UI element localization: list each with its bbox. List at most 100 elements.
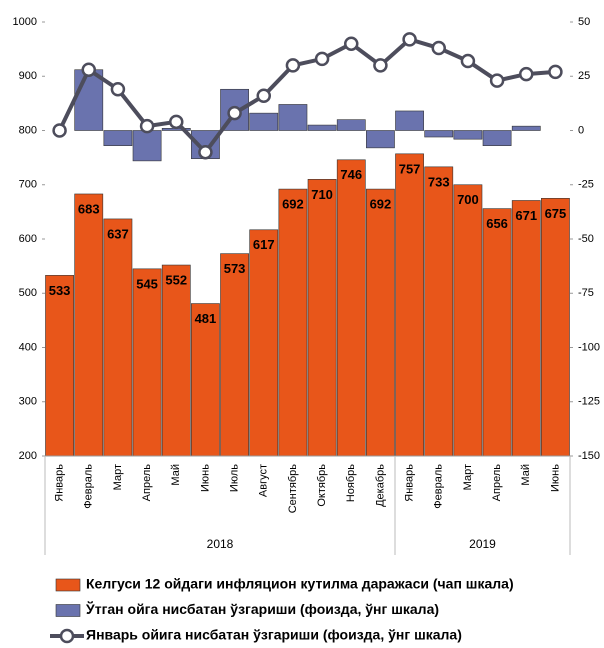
bar — [307, 179, 337, 457]
bar — [74, 69, 104, 131]
value-label: 671 — [515, 208, 537, 223]
y2-tick-label: 25 — [578, 70, 590, 82]
x-tick-label: Январь — [403, 464, 415, 502]
marker — [431, 40, 446, 56]
legend-label: Январь ойига нисбатан ўзгариши (фоизда, … — [86, 627, 462, 643]
bar — [278, 104, 308, 131]
marker — [110, 82, 126, 97]
y-tick-label: 400 — [19, 341, 37, 353]
marker — [548, 64, 563, 80]
bar — [453, 184, 483, 457]
y2-tick-label: -125 — [578, 396, 600, 408]
y-tick-label: 900 — [19, 70, 37, 82]
value-label: 692 — [370, 197, 392, 212]
y2-tick-label: -25 — [578, 179, 594, 191]
bar — [482, 130, 512, 146]
y2-tick-label: -50 — [578, 233, 594, 245]
x-tick-label: Август — [258, 464, 270, 497]
bar — [366, 130, 395, 149]
bar — [366, 188, 395, 457]
marker — [139, 118, 155, 134]
marker — [373, 58, 388, 73]
x-tick-label: Июль — [228, 464, 240, 492]
marker — [285, 58, 301, 73]
group-label: 2018 — [207, 537, 234, 551]
value-label: 545 — [136, 276, 158, 291]
bar — [74, 193, 104, 457]
bar — [249, 112, 279, 131]
value-label: 692 — [282, 197, 304, 212]
y-tick-label: 600 — [19, 233, 37, 245]
legend-label: Ўтган ойга нисбатан ўзгариши (фоизда, ўн… — [85, 600, 439, 617]
y-tick-label: 200 — [19, 450, 37, 462]
x-tick-label: Февраль — [433, 464, 445, 509]
value-label: 746 — [340, 167, 362, 182]
y2-tick-label: -75 — [578, 287, 594, 299]
marker — [314, 51, 330, 67]
marker — [169, 114, 184, 130]
group-label: 2019 — [469, 537, 496, 551]
bar — [424, 130, 454, 138]
x-tick-label: Март — [462, 464, 474, 490]
legend-swatch — [55, 604, 81, 617]
bar — [191, 303, 220, 457]
bar — [395, 110, 424, 131]
value-label: 552 — [165, 272, 187, 287]
value-label: 700 — [457, 192, 479, 207]
bar — [541, 198, 570, 457]
y2-tick-label: 50 — [578, 16, 590, 28]
x-tick-label: Октябрь — [316, 464, 328, 507]
value-label: 533 — [49, 283, 71, 298]
bar — [511, 200, 541, 457]
x-tick-label: Сентябрь — [287, 464, 299, 514]
marker — [344, 36, 359, 51]
x-tick-label: Июнь — [199, 464, 211, 492]
x-tick-label: Март — [112, 464, 124, 490]
y-tick-label: 800 — [19, 124, 37, 136]
legend-marker — [59, 628, 75, 644]
bar — [336, 159, 366, 457]
bar — [249, 229, 279, 457]
legend-label: Келгуси 12 ойдаги инфляцион кутилма дара… — [86, 576, 514, 592]
y-tick-label: 1000 — [13, 16, 37, 28]
x-tick-label: Декабрь — [374, 464, 386, 507]
marker — [519, 66, 534, 82]
marker — [198, 144, 213, 160]
marker — [256, 88, 271, 104]
value-label: 617 — [253, 237, 275, 252]
y-tick-label: 700 — [19, 179, 37, 191]
x-tick-label: Февраль — [83, 464, 95, 509]
value-label: 733 — [428, 174, 450, 189]
x-tick-label: Январь — [53, 464, 65, 502]
value-label: 481 — [195, 311, 217, 326]
marker — [52, 123, 67, 138]
value-label: 683 — [78, 201, 100, 216]
bar — [424, 166, 454, 457]
legend-swatch — [55, 578, 81, 592]
y-tick-label: 300 — [19, 396, 37, 408]
value-label: 637 — [107, 226, 129, 241]
x-tick-label: Июнь — [549, 464, 561, 492]
bar — [103, 130, 133, 146]
y2-tick-label: -100 — [578, 341, 600, 353]
marker — [402, 32, 417, 47]
bar — [220, 253, 249, 457]
bar — [511, 125, 541, 131]
bar — [132, 268, 162, 457]
value-label: 573 — [224, 261, 246, 276]
x-tick-label: Апрель — [491, 464, 503, 502]
bar — [395, 153, 424, 457]
bar — [307, 124, 337, 131]
marker — [227, 105, 242, 121]
marker — [81, 62, 96, 77]
x-tick-label: Ноябрь — [345, 464, 357, 502]
x-tick-label: Май — [170, 464, 182, 486]
bar — [161, 264, 191, 457]
x-tick-label: Апрель — [141, 464, 153, 502]
bar — [482, 208, 512, 457]
bar — [336, 119, 366, 131]
value-label: 710 — [311, 187, 333, 202]
bar — [453, 130, 483, 140]
value-label: 757 — [399, 161, 421, 176]
